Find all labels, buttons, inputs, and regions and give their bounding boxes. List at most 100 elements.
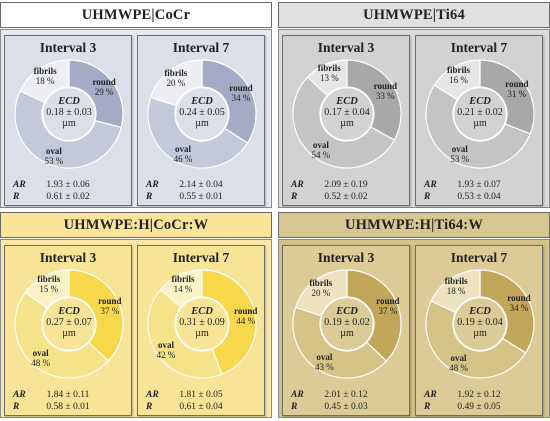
slice-name: round — [92, 76, 116, 87]
ar-row: AR 2.09 ± 0.19 — [291, 179, 401, 191]
r-label: R — [146, 402, 153, 412]
slice-name: round — [507, 292, 531, 303]
slice-name: round — [373, 81, 397, 92]
slice-name: oval — [450, 352, 467, 363]
donut-chart — [147, 269, 257, 379]
slice-percent: 37 % — [378, 306, 398, 317]
interval-panel: Interval 3 round 37 % oval 43 % fibrils 20 % EC… — [282, 245, 410, 416]
slice-label-oval: oval 48 % — [24, 348, 58, 368]
panel-title: Interval 7 — [172, 40, 230, 55]
donut-chart — [292, 269, 402, 379]
group-title: UHMWPE:H|Ti64:W — [278, 212, 550, 238]
slice-percent: 13 % — [319, 73, 339, 84]
interval-panel: Interval 7 round 34 % oval 48 % fibrils 18 % EC… — [415, 245, 543, 416]
slice-label-round: round 29 % — [87, 77, 121, 97]
ar-label: AR — [291, 390, 304, 400]
ar-value: 1.81 ± 0.05 — [179, 390, 223, 400]
slice-label-round: round 37 % — [371, 296, 405, 316]
panel-title: Interval 7 — [172, 250, 230, 265]
ecd-block: ECD 0.19 ± 0.04 µm — [440, 306, 520, 339]
r-label: R — [291, 192, 298, 202]
slice-percent: 48 % — [31, 358, 50, 369]
ar-value: 2.01 ± 0.12 — [324, 390, 368, 400]
ar-row: AR 1.92 ± 0.12 — [424, 389, 534, 401]
slice-label-round: round 33 % — [368, 81, 402, 101]
slice-percent: 43 % — [314, 362, 334, 373]
slice-label-oval: oval 53 % — [37, 146, 71, 166]
slice-percent: 37 % — [100, 306, 120, 317]
slice-percent: 31 % — [507, 88, 527, 99]
slice-percent: 34 % — [509, 302, 529, 313]
r-value: 0.55 ± 0.01 — [179, 192, 223, 202]
ecd-block: ECD 0.19 ± 0.02 µm — [307, 306, 387, 339]
ecd-value: 0.18 ± 0.03 — [46, 107, 92, 118]
slice-percent: 53 % — [44, 155, 64, 166]
ecd-value: 0.21 ± 0.02 — [457, 107, 503, 118]
ecd-block: ECD 0.17 ± 0.04 µm — [307, 96, 387, 129]
slice-label-round: round 34 % — [224, 83, 258, 103]
ecd-label: ECD — [58, 96, 80, 107]
slice-percent: 46 % — [173, 154, 193, 165]
slice-percent: 29 % — [94, 86, 114, 97]
ecd-unit: µm — [62, 118, 76, 129]
ar-row: AR 1.84 ± 0.11 — [13, 389, 123, 401]
slice-percent: 34 % — [231, 92, 251, 103]
donut-chart — [14, 269, 124, 379]
slice-name: fibrils — [447, 65, 471, 75]
slice-percent: 20 % — [166, 77, 186, 88]
slice-name: oval — [32, 348, 49, 359]
panel-title: Interval 7 — [450, 250, 508, 265]
r-row: R 0.49 ± 0.05 — [424, 401, 534, 413]
r-label: R — [13, 402, 20, 412]
slice-percent: 16 % — [449, 75, 468, 85]
r-row: R 0.61 ± 0.02 — [13, 191, 123, 203]
slice-name: fibrils — [317, 63, 341, 74]
slice-label-fibrils: fibrils 14 % — [166, 274, 200, 294]
ecd-value: 0.31 ± 0.09 — [179, 317, 225, 328]
slice-name: oval — [316, 352, 333, 363]
panel-title: Interval 3 — [39, 250, 97, 265]
donut-center — [174, 86, 230, 142]
ar-label: AR — [146, 180, 159, 190]
ecd-label: ECD — [469, 96, 491, 107]
slice-percent: 54 % — [311, 150, 331, 160]
r-label: R — [291, 402, 298, 412]
slice-label-oval: oval 54 % — [304, 140, 338, 160]
donut-center — [41, 296, 97, 352]
donut-chart — [292, 59, 402, 169]
donut-center — [41, 86, 97, 142]
ecd-label: ECD — [191, 96, 213, 107]
ar-value: 1.93 ± 0.07 — [457, 180, 501, 190]
ecd-block: ECD 0.31 ± 0.09 µm — [162, 306, 242, 339]
ar-label: AR — [424, 390, 437, 400]
r-row: R 0.53 ± 0.04 — [424, 191, 534, 203]
group-block: UHMWPE:H|Ti64:W Interval 3 round 37 % oval 43… — [278, 212, 550, 418]
donut-chart — [425, 269, 535, 379]
slice-name: oval — [312, 140, 329, 150]
r-value: 0.58 ± 0.01 — [46, 402, 90, 412]
ecd-value: 0.17 ± 0.04 — [324, 107, 370, 118]
slice-label-oval: oval 53 % — [443, 144, 477, 164]
slice-label-oval: oval 43 % — [307, 352, 341, 372]
ecd-label: ECD — [336, 96, 358, 107]
r-row: R 0.52 ± 0.02 — [291, 191, 401, 203]
interval-panel: Interval 7 round 31 % oval 53 % fibrils 16 % EC… — [415, 35, 543, 206]
slice-percent: 42 % — [156, 350, 176, 361]
ecd-unit: µm — [473, 118, 487, 129]
interval-panel: Interval 3 round 33 % oval 54 % fibrils 13 % EC… — [282, 35, 410, 206]
slice-name: fibrils — [309, 277, 333, 288]
slice-label-fibrils: fibrils 15 % — [32, 274, 66, 294]
r-label: R — [146, 192, 153, 202]
panel-title: Interval 7 — [450, 40, 508, 55]
slice-percent: 48 % — [449, 362, 468, 373]
ecd-unit: µm — [62, 328, 76, 339]
ar-row: AR 2.14 ± 0.04 — [146, 179, 256, 191]
slice-percent: 18 % — [35, 76, 55, 87]
slice-name: fibrils — [444, 276, 468, 287]
ar-label: AR — [146, 390, 159, 400]
ecd-block: ECD 0.24 ± 0.05 µm — [162, 96, 242, 129]
ecd-unit: µm — [340, 118, 354, 129]
slice-label-fibrils: fibrils 13 % — [312, 63, 346, 83]
slice-label-oval: oval 48 % — [442, 353, 476, 373]
slice-name: fibrils — [171, 273, 195, 284]
